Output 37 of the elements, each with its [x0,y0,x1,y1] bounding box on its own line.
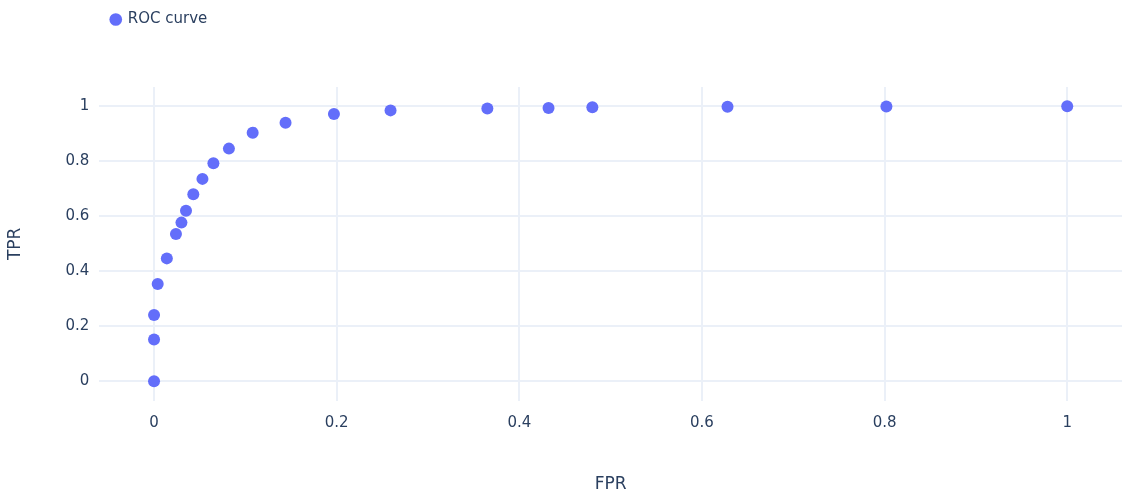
legend-label: ROC curve [127,9,208,28]
y-tick-label: 0.8 [65,151,90,170]
point [148,309,161,322]
point [169,227,182,240]
point [481,102,494,115]
point [327,107,340,120]
y-axis-title: TPR [3,227,24,262]
x-tick-label: 0.8 [872,413,897,432]
x-tick-label: 0 [149,413,159,432]
point [148,333,161,346]
point [222,142,235,155]
y-tick-label: 0 [79,371,90,390]
point [187,188,200,201]
point [880,100,893,113]
y-tick-label: 1 [79,96,90,115]
point [246,126,259,139]
x-axis-title: FPR [594,473,627,494]
point [721,100,734,113]
point [160,252,173,265]
point [207,157,220,170]
point [196,172,209,185]
point [384,104,397,117]
point [1061,100,1074,113]
point [148,375,161,388]
point [151,277,164,290]
point [279,116,292,129]
point [542,101,555,114]
y-tick-label: 0.6 [65,206,90,225]
y-tick-label: 0.2 [65,316,90,335]
point [180,204,193,217]
point [586,101,599,114]
point [175,216,188,229]
x-tick-label: 0.4 [507,413,532,432]
x-tick-label: 1 [1062,413,1072,432]
x-tick-label: 0.2 [324,413,349,432]
x-tick-label: 0.6 [690,413,714,432]
y-tick-label: 0.4 [65,261,90,280]
